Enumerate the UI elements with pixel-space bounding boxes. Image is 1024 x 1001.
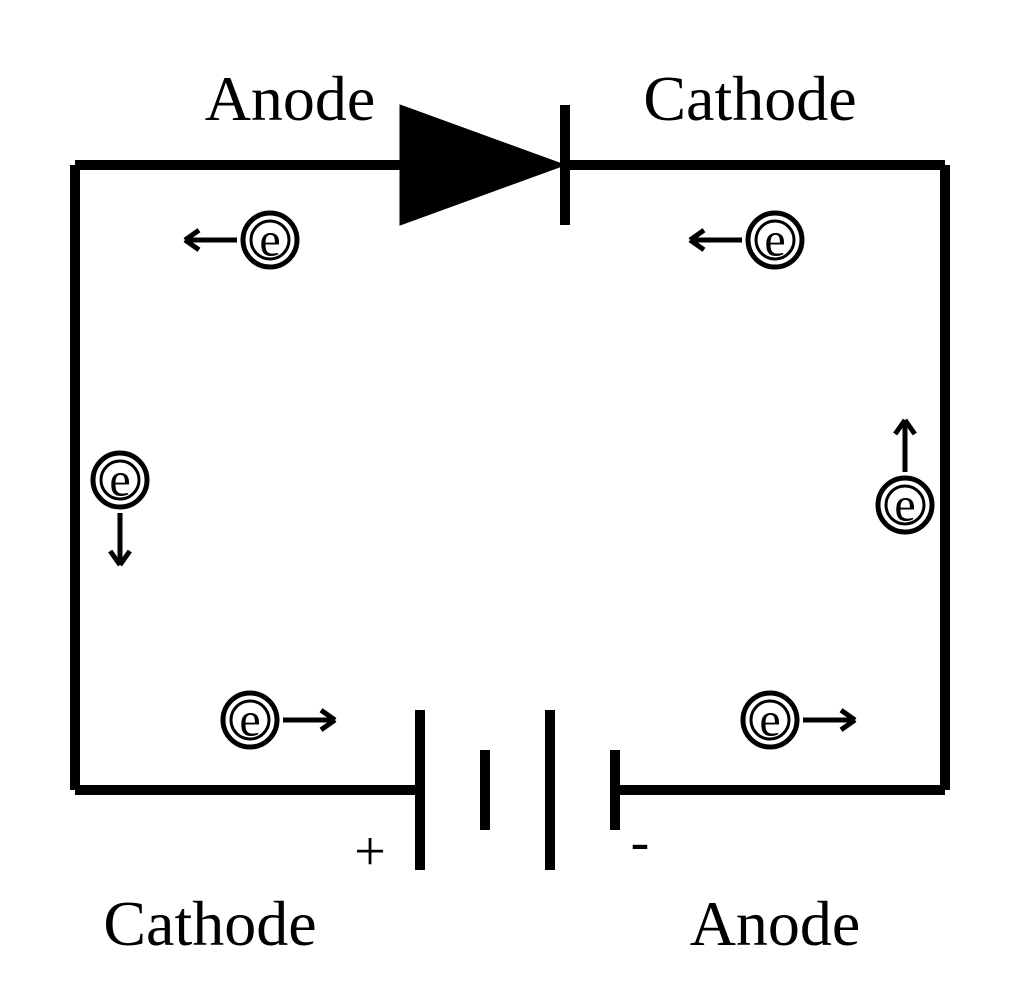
label-anode-bottom: Anode [690,888,861,959]
label-cathode-bottom: Cathode [103,888,316,959]
electron-marker: e [743,693,855,747]
label-anode-top: Anode [205,63,376,134]
electron-glyph: e [259,214,280,267]
electron-glyph: e [759,694,780,747]
electron-flow-markers: e e e e e e [93,213,932,747]
electron-marker: e [185,213,297,267]
electron-glyph: e [239,694,260,747]
electron-glyph: e [764,214,785,267]
label-cathode-top: Cathode [643,63,856,134]
electron-marker: e [223,693,335,747]
battery-symbol [420,710,615,870]
diode-symbol [400,105,565,225]
label-plus: + [354,821,386,883]
electron-marker: e [93,453,147,565]
electron-glyph: e [894,479,915,532]
electron-marker: e [690,213,802,267]
wires [75,165,945,790]
electron-marker: e [878,420,932,532]
electron-glyph: e [109,454,130,507]
label-minus: - [631,811,650,873]
circuit-diagram: e e e e e e Anode Cathode Cathode Anode + - [0,0,1024,1001]
